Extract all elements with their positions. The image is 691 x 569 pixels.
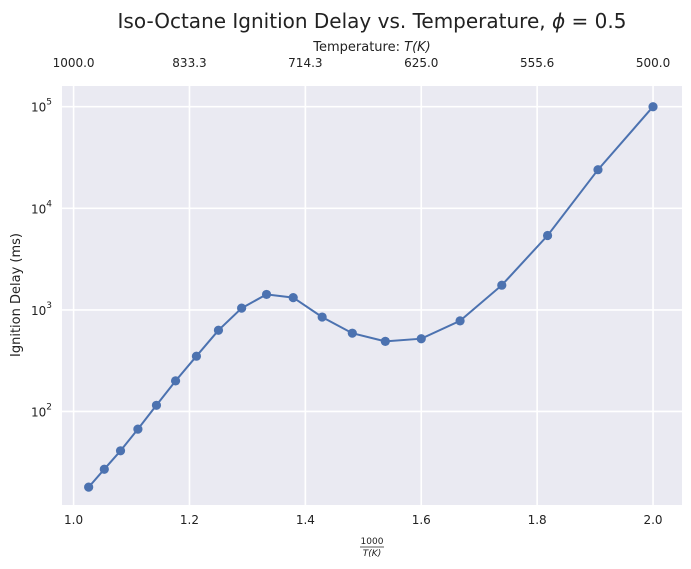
data-point [170,376,181,386]
top-axis-label: Temperature: T(K) [312,40,430,55]
series-layer [84,102,658,492]
x-tick-label: 2.0 [643,513,662,527]
data-point [648,102,658,112]
grid [62,86,682,505]
y-tick-label: 102 [31,402,52,419]
x-tick-label: 1.0 [64,513,83,527]
top-tick-label: 714.3 [288,56,322,70]
x-axis-label-numerator: 1000 [361,537,384,547]
data-point [380,336,390,346]
data-point [497,280,507,290]
data-point [191,351,202,361]
top-tick-label: 555.6 [520,56,554,70]
y-tick-labels: 102 103 104 105 [31,98,52,420]
x-tick-label: 1.4 [296,513,315,527]
y-tick-label: 104 [31,199,52,216]
data-point [288,293,298,303]
data-point [455,316,465,326]
top-tick-labels: 1000.0 833.3 714.3 625.0 555.6 500.0 [53,56,671,70]
x-tick-label: 1.8 [528,513,547,527]
top-tick-label: 625.0 [404,56,438,70]
data-point [99,464,109,474]
data-point [261,289,272,300]
top-tick-label: 500.0 [636,56,670,70]
x-tick-label: 1.2 [180,513,199,527]
top-tick-label: 1000.0 [53,56,95,70]
chart-title: Iso-Octane Ignition Delay vs. Temperatur… [118,9,627,33]
top-tick-label: 833.3 [172,56,206,70]
x-axis-label-denominator: T(K) [363,549,381,559]
data-point [115,446,126,456]
series-line-0 [87,106,654,488]
data-point [347,328,357,338]
data-point [213,325,224,335]
data-point [151,400,162,410]
data-point [237,303,247,313]
data-point [416,334,426,344]
data-point [317,312,327,322]
x-tick-label: 1.6 [412,513,431,527]
data-point [84,482,94,492]
y-tick-label: 103 [31,301,52,318]
y-tick-label: 105 [31,98,52,115]
y-axis-label: Ignition Delay (ms) [9,233,24,357]
x-tick-labels: 1.0 1.2 1.4 1.6 1.8 2.0 [64,513,663,527]
plot-background [62,86,682,505]
data-point [133,424,143,434]
data-point [593,165,603,175]
data-point [542,230,553,241]
